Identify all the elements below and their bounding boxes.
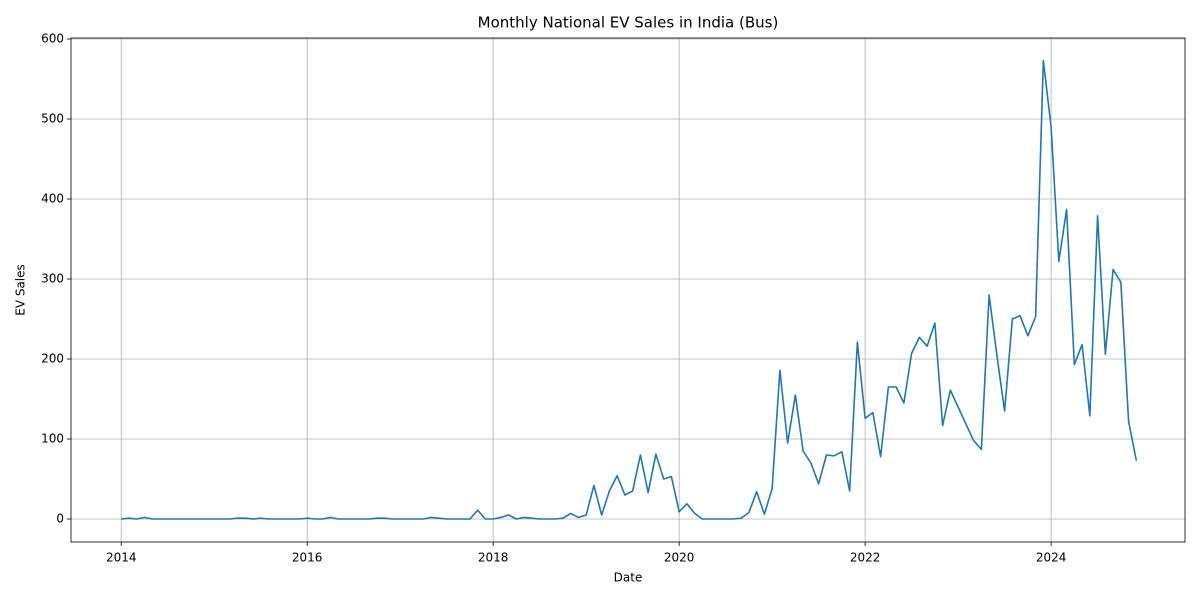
x-tick-label: 2022 [850,551,881,565]
line-series [121,59,1138,520]
y-tick-label: 300 [41,272,64,286]
chart-title: Monthly National EV Sales in India (Bus) [478,14,779,32]
x-tick-label: 2018 [478,551,509,565]
x-tick-label: 2024 [1036,551,1067,565]
x-axis-label: Date [614,571,643,585]
y-tick-label: 400 [41,192,64,206]
y-tick-label: 200 [41,352,64,366]
y-tick-label: 100 [41,432,64,446]
y-axis-label: EV Sales [14,264,28,316]
y-tick-label: 600 [41,32,64,46]
y-tick-label: 0 [56,512,64,526]
x-tick-label: 2014 [106,551,137,565]
y-tick-label: 500 [41,112,64,126]
plot-frame [70,37,1186,543]
x-tick-label: 2020 [664,551,695,565]
x-tick-label: 2016 [292,551,323,565]
